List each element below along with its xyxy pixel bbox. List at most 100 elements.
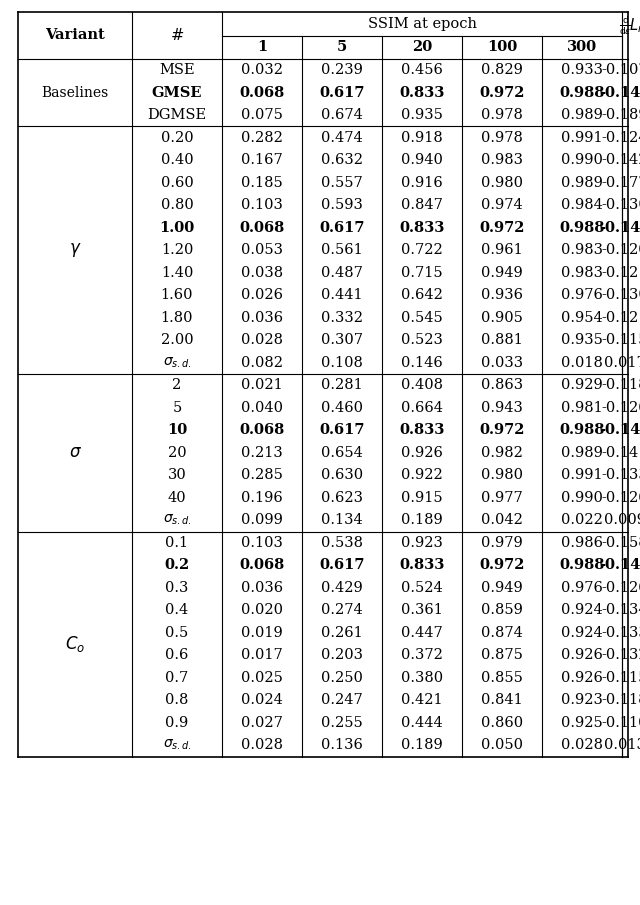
- Text: 0.918: 0.918: [401, 130, 443, 145]
- Text: $\#$: $\#$: [170, 27, 184, 44]
- Text: 0.972: 0.972: [479, 86, 525, 100]
- Text: -0.130: -0.130: [602, 198, 640, 213]
- Text: 0.009: 0.009: [604, 513, 640, 528]
- Text: GMSE: GMSE: [152, 86, 202, 100]
- Text: 0.013: 0.013: [604, 738, 640, 752]
- Text: 0.20: 0.20: [161, 130, 193, 145]
- Text: 0.557: 0.557: [321, 176, 363, 190]
- Text: 0.833: 0.833: [399, 558, 445, 572]
- Text: 0.487: 0.487: [321, 266, 363, 280]
- Text: 0.261: 0.261: [321, 625, 363, 640]
- Text: -0.110: -0.110: [602, 716, 640, 729]
- Text: 0.972: 0.972: [479, 221, 525, 234]
- Text: 0.8: 0.8: [165, 693, 189, 707]
- Text: 0.282: 0.282: [241, 130, 283, 145]
- Text: $\sigma_{s.d.}$: $\sigma_{s.d.}$: [163, 513, 191, 528]
- Text: -0.126: -0.126: [602, 581, 640, 595]
- Text: 0.361: 0.361: [401, 604, 443, 617]
- Text: 0.874: 0.874: [481, 625, 523, 640]
- Text: 0.185: 0.185: [241, 176, 283, 190]
- Text: 0.020: 0.020: [241, 604, 283, 617]
- Text: 0.028: 0.028: [561, 738, 603, 752]
- Text: 0.617: 0.617: [319, 424, 365, 437]
- Text: 0.833: 0.833: [399, 424, 445, 437]
- Text: 0.524: 0.524: [401, 581, 443, 595]
- Text: 0.674: 0.674: [321, 109, 363, 122]
- Text: 0.630: 0.630: [321, 468, 363, 482]
- Text: 0.926: 0.926: [561, 648, 603, 662]
- Text: -0.115: -0.115: [602, 671, 640, 685]
- Text: 0.905: 0.905: [481, 310, 523, 325]
- Text: 0.108: 0.108: [321, 356, 363, 370]
- Text: 0.923: 0.923: [561, 693, 603, 707]
- Text: 0.961: 0.961: [481, 243, 523, 257]
- Text: 0.429: 0.429: [321, 581, 363, 595]
- Text: $\frac{\mathrm{d}}{\mathrm{d}\epsilon}$: $\frac{\mathrm{d}}{\mathrm{d}\epsilon}$: [618, 15, 632, 37]
- Text: 0.447: 0.447: [401, 625, 443, 640]
- Text: 0.935: 0.935: [401, 109, 443, 122]
- Text: 0.441: 0.441: [321, 289, 363, 302]
- Text: 0.936: 0.936: [481, 289, 523, 302]
- Text: 0.033: 0.033: [481, 356, 523, 370]
- Text: 0.976: 0.976: [561, 581, 603, 595]
- Text: 0.025: 0.025: [241, 671, 283, 685]
- Text: 0.408: 0.408: [401, 378, 443, 392]
- Text: 0.990: 0.990: [561, 153, 603, 167]
- Text: 0.60: 0.60: [161, 176, 193, 190]
- Text: 0.189: 0.189: [401, 738, 443, 752]
- Text: 0.068: 0.068: [239, 424, 285, 437]
- Text: 0.136: 0.136: [321, 738, 363, 752]
- Text: 0.924: 0.924: [561, 604, 603, 617]
- Text: 0.024: 0.024: [241, 693, 283, 707]
- Text: 2: 2: [172, 378, 182, 392]
- Text: 0.146: 0.146: [401, 356, 443, 370]
- Text: -0.189: -0.189: [602, 109, 640, 122]
- Text: 0.372: 0.372: [401, 648, 443, 662]
- Text: 0.189: 0.189: [401, 513, 443, 528]
- Text: 0.972: 0.972: [479, 424, 525, 437]
- Text: -0.143: -0.143: [599, 221, 640, 234]
- Text: 0.028: 0.028: [241, 333, 283, 348]
- Text: 0.4: 0.4: [165, 604, 189, 617]
- Text: 0.632: 0.632: [321, 153, 363, 167]
- Text: 0.980: 0.980: [481, 468, 523, 482]
- Text: 0.926: 0.926: [401, 446, 443, 460]
- Text: 300: 300: [567, 41, 597, 54]
- Text: 0.715: 0.715: [401, 266, 443, 280]
- Text: DGMSE: DGMSE: [147, 109, 207, 122]
- Text: 0.990: 0.990: [561, 491, 603, 505]
- Text: SSIM at epoch: SSIM at epoch: [367, 17, 477, 31]
- Text: 0.983: 0.983: [481, 153, 523, 167]
- Text: 0.255: 0.255: [321, 716, 363, 729]
- Text: $\sigma$: $\sigma$: [68, 444, 81, 462]
- Text: -0.158: -0.158: [602, 536, 640, 549]
- Text: 0.036: 0.036: [241, 581, 283, 595]
- Text: 0.986: 0.986: [561, 536, 603, 549]
- Text: 0.250: 0.250: [321, 671, 363, 685]
- Text: 0.881: 0.881: [481, 333, 523, 348]
- Text: 0.933: 0.933: [561, 63, 603, 77]
- Text: 0.9: 0.9: [165, 716, 189, 729]
- Text: 0.976: 0.976: [561, 289, 603, 302]
- Text: 0.978: 0.978: [481, 130, 523, 145]
- Text: 20: 20: [168, 446, 186, 460]
- Text: -0.141: -0.141: [602, 446, 640, 460]
- Text: 0.6: 0.6: [165, 648, 189, 662]
- Text: 2.00: 2.00: [161, 333, 193, 348]
- Text: 0.841: 0.841: [481, 693, 523, 707]
- Text: $C_o$: $C_o$: [65, 634, 85, 654]
- Text: 0.924: 0.924: [561, 625, 603, 640]
- Text: 1.40: 1.40: [161, 266, 193, 280]
- Text: -0.118: -0.118: [602, 378, 640, 392]
- Text: 0.954: 0.954: [561, 310, 603, 325]
- Text: 0.860: 0.860: [481, 716, 523, 729]
- Text: 0.053: 0.053: [241, 243, 283, 257]
- Text: 0.654: 0.654: [321, 446, 363, 460]
- Text: -0.134: -0.134: [602, 604, 640, 617]
- Text: 1.80: 1.80: [161, 310, 193, 325]
- Text: -0.121: -0.121: [602, 266, 640, 280]
- Text: 0.239: 0.239: [321, 63, 363, 77]
- Text: 0.474: 0.474: [321, 130, 363, 145]
- Text: 0.949: 0.949: [481, 266, 523, 280]
- Text: 0.988: 0.988: [559, 86, 605, 100]
